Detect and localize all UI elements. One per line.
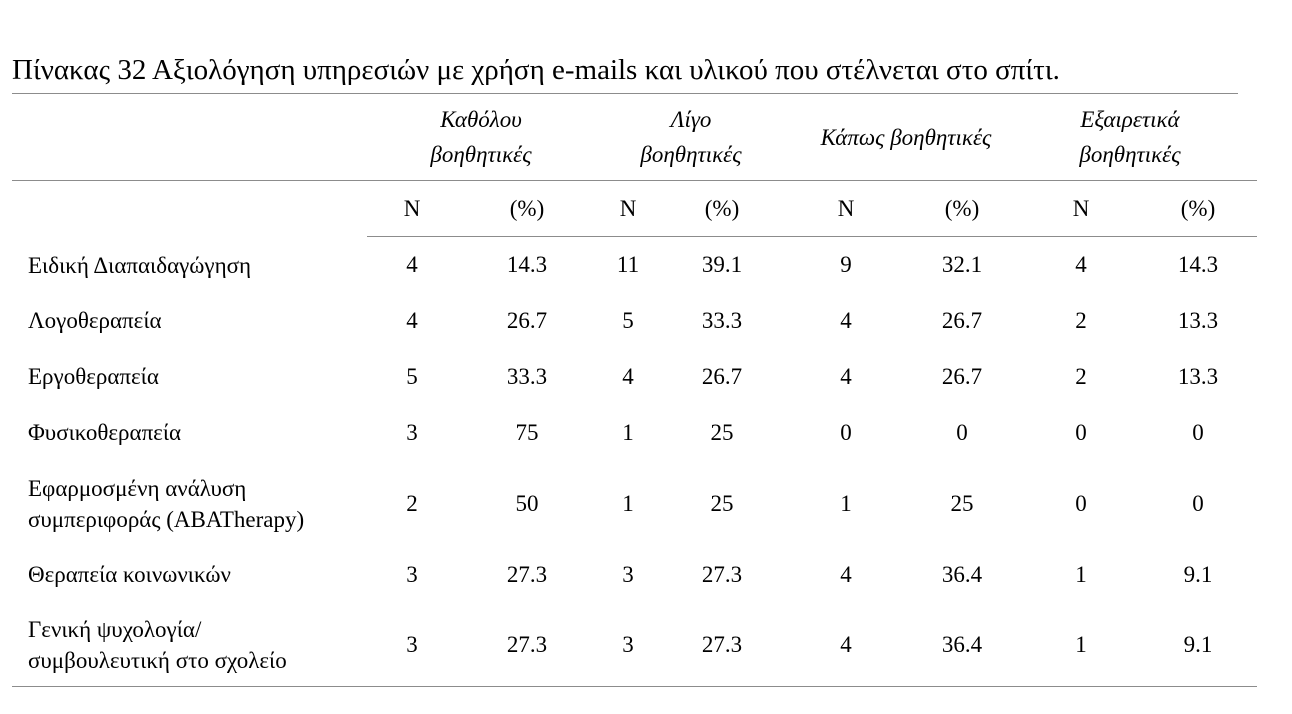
table-cell: 26.7 xyxy=(941,364,983,389)
header-rule xyxy=(12,180,1257,181)
table-cell: 5 xyxy=(622,308,634,333)
table-cell: 4 xyxy=(1075,252,1087,277)
row-label-line1: Εφαρμοσμένη ανάλυση xyxy=(28,476,247,501)
table-cell: 9.1 xyxy=(1183,632,1213,657)
table-cell: 25 xyxy=(710,491,734,516)
table-cell: 1 xyxy=(840,491,852,516)
table-cell: 3 xyxy=(622,562,634,587)
table-cell: 27.3 xyxy=(506,562,548,587)
row-label: Φυσικοθεραπεία xyxy=(28,420,182,445)
table-cell: 3 xyxy=(622,632,634,657)
table-cell: 0 xyxy=(1192,491,1204,516)
row-label: Ειδική Διαπαιδαγώγηση xyxy=(28,253,252,278)
subheader-pct-3: (%) xyxy=(944,196,980,221)
bottom-rule xyxy=(12,686,1257,687)
table-cell: 27.3 xyxy=(506,632,548,657)
table-cell: 4 xyxy=(622,364,634,389)
table-cell: 33.3 xyxy=(506,364,548,389)
table-cell: 2 xyxy=(406,491,418,516)
subheader-pct-4: (%) xyxy=(1180,196,1216,221)
table-cell: 4 xyxy=(840,364,852,389)
table-cell: 26.7 xyxy=(941,308,983,333)
table-cell: 4 xyxy=(840,632,852,657)
table-cell: 1 xyxy=(1075,562,1087,587)
table-cell: 27.3 xyxy=(701,562,743,587)
table-cell: 1 xyxy=(1075,632,1087,657)
table-cell: 26.7 xyxy=(701,364,743,389)
row-label-line2: συμβουλευτική στο σχολείο xyxy=(28,648,287,673)
table-cell: 0 xyxy=(1075,491,1087,516)
table-cell: 0 xyxy=(1075,420,1087,445)
subheader-n-3: N xyxy=(837,196,855,221)
table-cell: 75 xyxy=(515,420,539,445)
table-cell: 32.1 xyxy=(941,252,983,277)
group-header-2-line2: βοηθητικές xyxy=(640,142,742,167)
table-cell: 0 xyxy=(1192,420,1204,445)
table-cell: 0 xyxy=(956,420,968,445)
table-cell: 36.4 xyxy=(941,632,983,657)
row-label: Λογοθεραπεία xyxy=(28,308,162,333)
table-cell: 5 xyxy=(406,364,418,389)
group-header-4-line1: Εξαιρετικά xyxy=(1080,107,1180,132)
table-cell: 9 xyxy=(840,252,852,277)
table-cell: 4 xyxy=(840,562,852,587)
subheader-n-4: N xyxy=(1072,196,1090,221)
group-header-1-line1: Καθόλου xyxy=(440,107,522,132)
table-cell: 4 xyxy=(406,308,418,333)
table-cell: 26.7 xyxy=(506,308,548,333)
subheader-n-2: N xyxy=(619,196,637,221)
table-cell: 1 xyxy=(622,491,634,516)
subheader-pct-1: (%) xyxy=(509,196,545,221)
table-cell: 11 xyxy=(616,252,640,277)
table-caption: Πίνακας 32 Αξιολόγηση υπηρεσιών με χρήση… xyxy=(12,54,1060,86)
table-cell: 4 xyxy=(840,308,852,333)
row-label: Εργοθεραπεία xyxy=(28,364,159,389)
table-cell: 25 xyxy=(710,420,734,445)
table-cell: 4 xyxy=(406,252,418,277)
table-cell: 13.3 xyxy=(1177,364,1219,389)
subheader-n-1: N xyxy=(403,196,421,221)
table-cell: 13.3 xyxy=(1177,308,1219,333)
table-cell: 33.3 xyxy=(701,308,743,333)
group-header-3: Κάπως βοηθητικές xyxy=(820,125,992,150)
table-cell: 2 xyxy=(1075,308,1087,333)
top-rule xyxy=(12,93,1238,94)
table-cell: 3 xyxy=(406,562,418,587)
subheader-pct-2: (%) xyxy=(704,196,740,221)
table-cell: 14.3 xyxy=(506,252,548,277)
table-cell: 39.1 xyxy=(701,252,743,277)
table-cell: 1 xyxy=(622,420,634,445)
table-cell: 3 xyxy=(406,420,418,445)
table-cell: 0 xyxy=(840,420,852,445)
group-header-2-line1: Λίγο xyxy=(670,107,712,132)
table-cell: 27.3 xyxy=(701,632,743,657)
table-cell: 14.3 xyxy=(1177,252,1219,277)
table-cell: 3 xyxy=(406,632,418,657)
group-header-4-line2: βοηθητικές xyxy=(1079,142,1181,167)
table-cell: 9.1 xyxy=(1183,562,1213,587)
table-cell: 36.4 xyxy=(941,562,983,587)
group-header-1-line2: βοηθητικές xyxy=(430,142,532,167)
table-cell: 50 xyxy=(515,491,539,516)
table-cell: 25 xyxy=(950,491,974,516)
row-label-line2: συμπεριφοράς (ABATherapy) xyxy=(28,507,305,532)
row-label: Θεραπεία κοινωνικών xyxy=(28,562,231,587)
row-label-line1: Γενική ψυχολογία/ xyxy=(28,617,202,642)
subheader-rule xyxy=(367,236,1257,237)
table-cell: 2 xyxy=(1075,364,1087,389)
